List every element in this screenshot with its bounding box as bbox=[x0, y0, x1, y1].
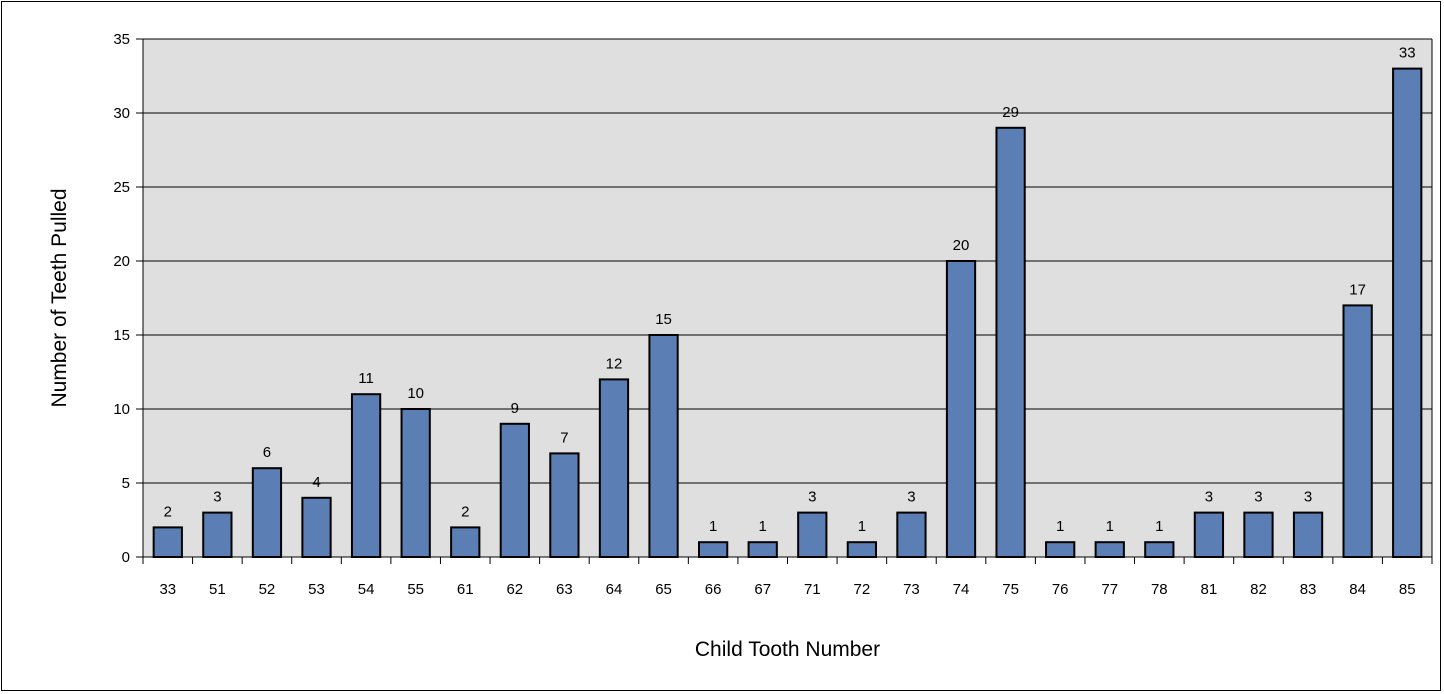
data-label: 1 bbox=[709, 518, 717, 535]
data-label: 4 bbox=[312, 474, 320, 491]
y-tick-label: 15 bbox=[113, 327, 130, 344]
plot-area bbox=[143, 39, 1432, 557]
data-label: 29 bbox=[1002, 104, 1019, 121]
bar bbox=[747, 541, 778, 559]
y-axis-title: Number of Teeth Pulled bbox=[48, 188, 71, 407]
data-label: 1 bbox=[1056, 518, 1064, 535]
bar bbox=[1144, 541, 1175, 559]
x-tick-label: 72 bbox=[854, 581, 871, 598]
bar bbox=[648, 334, 679, 558]
x-tick-label: 33 bbox=[159, 581, 176, 598]
data-label: 3 bbox=[1254, 489, 1262, 506]
x-tick-label: 64 bbox=[606, 581, 623, 598]
bar bbox=[945, 260, 977, 558]
bar bbox=[598, 378, 630, 558]
bar bbox=[400, 408, 431, 558]
data-label: 1 bbox=[858, 518, 866, 535]
x-tick-label: 63 bbox=[556, 581, 573, 598]
y-tick-label: 5 bbox=[122, 475, 130, 492]
bar bbox=[450, 526, 481, 559]
x-tick-label: 74 bbox=[953, 581, 970, 598]
data-label: 17 bbox=[1349, 281, 1366, 298]
x-tick-label: 84 bbox=[1349, 581, 1366, 598]
x-tick-label: 81 bbox=[1201, 581, 1218, 598]
bar bbox=[846, 541, 877, 559]
x-tick-label: 66 bbox=[705, 581, 722, 598]
bar bbox=[251, 467, 283, 559]
data-label: 3 bbox=[1304, 489, 1312, 506]
x-tick-label: 65 bbox=[655, 581, 672, 598]
data-label: 6 bbox=[263, 444, 271, 461]
data-label: 2 bbox=[164, 503, 172, 520]
bar bbox=[1193, 511, 1225, 558]
bar bbox=[549, 452, 580, 558]
x-tick-label: 54 bbox=[358, 581, 375, 598]
x-tick-label: 73 bbox=[903, 581, 920, 598]
bar bbox=[1243, 511, 1274, 558]
bar bbox=[350, 393, 382, 559]
x-tick-label: 78 bbox=[1151, 581, 1168, 598]
x-tick-label: 77 bbox=[1101, 581, 1118, 598]
bar bbox=[1045, 541, 1076, 559]
x-tick-label: 75 bbox=[1002, 581, 1019, 598]
x-tick-label: 55 bbox=[407, 581, 424, 598]
y-tick-label: 30 bbox=[113, 105, 130, 122]
bar bbox=[698, 541, 729, 559]
x-tick-label: 52 bbox=[259, 581, 276, 598]
x-tick-label: 83 bbox=[1300, 581, 1317, 598]
x-tick-label: 71 bbox=[804, 581, 821, 598]
data-label: 1 bbox=[1155, 518, 1163, 535]
bar bbox=[152, 526, 183, 559]
data-label: 7 bbox=[560, 429, 568, 446]
data-label: 2 bbox=[461, 503, 469, 520]
axes bbox=[136, 38, 1433, 564]
x-tick-label: 62 bbox=[506, 581, 523, 598]
x-tick-label: 67 bbox=[754, 581, 771, 598]
x-tick-labels: 33 51 52 53 54 55 61 62 63 64 65 66 67 71 72 73 74 75 76 77… bbox=[159, 581, 1415, 598]
bar bbox=[797, 511, 828, 558]
data-label: 12 bbox=[606, 355, 623, 372]
data-label: 3 bbox=[808, 489, 816, 506]
bar bbox=[301, 496, 332, 558]
y-tick-label: 0 bbox=[122, 549, 130, 566]
data-label: 33 bbox=[1399, 45, 1416, 62]
x-tick-label: 61 bbox=[457, 581, 474, 598]
data-label: 3 bbox=[213, 489, 221, 506]
data-label: 1 bbox=[1106, 518, 1114, 535]
bar bbox=[1392, 67, 1423, 558]
bar bbox=[995, 126, 1026, 559]
data-label: 1 bbox=[759, 518, 767, 535]
data-label: 3 bbox=[1205, 489, 1213, 506]
y-tick-labels: 0 5 10 15 20 25 30 35 bbox=[113, 31, 130, 566]
data-label: 20 bbox=[953, 237, 970, 254]
data-label: 11 bbox=[358, 370, 374, 387]
data-label: 15 bbox=[655, 311, 672, 328]
bar bbox=[499, 422, 530, 558]
x-tick-label: 85 bbox=[1399, 581, 1416, 598]
x-tick-label: 51 bbox=[209, 581, 226, 598]
bar bbox=[1292, 511, 1324, 558]
bar bbox=[202, 511, 233, 558]
y-tick-label: 20 bbox=[113, 253, 130, 270]
x-tick-label: 76 bbox=[1052, 581, 1069, 598]
bar bbox=[896, 511, 927, 558]
bar bbox=[1342, 304, 1373, 558]
data-label: 9 bbox=[511, 400, 519, 417]
x-axis-title: Child Tooth Number bbox=[695, 638, 880, 661]
y-tick-label: 35 bbox=[113, 31, 130, 48]
data-label: 10 bbox=[407, 385, 424, 402]
y-tick-label: 25 bbox=[113, 179, 130, 196]
data-label: 3 bbox=[907, 489, 915, 506]
bar bbox=[1094, 541, 1125, 559]
x-tick-label: 53 bbox=[308, 581, 325, 598]
y-tick-label: 10 bbox=[113, 401, 130, 418]
bars bbox=[152, 67, 1423, 559]
x-tick-label: 82 bbox=[1250, 581, 1267, 598]
